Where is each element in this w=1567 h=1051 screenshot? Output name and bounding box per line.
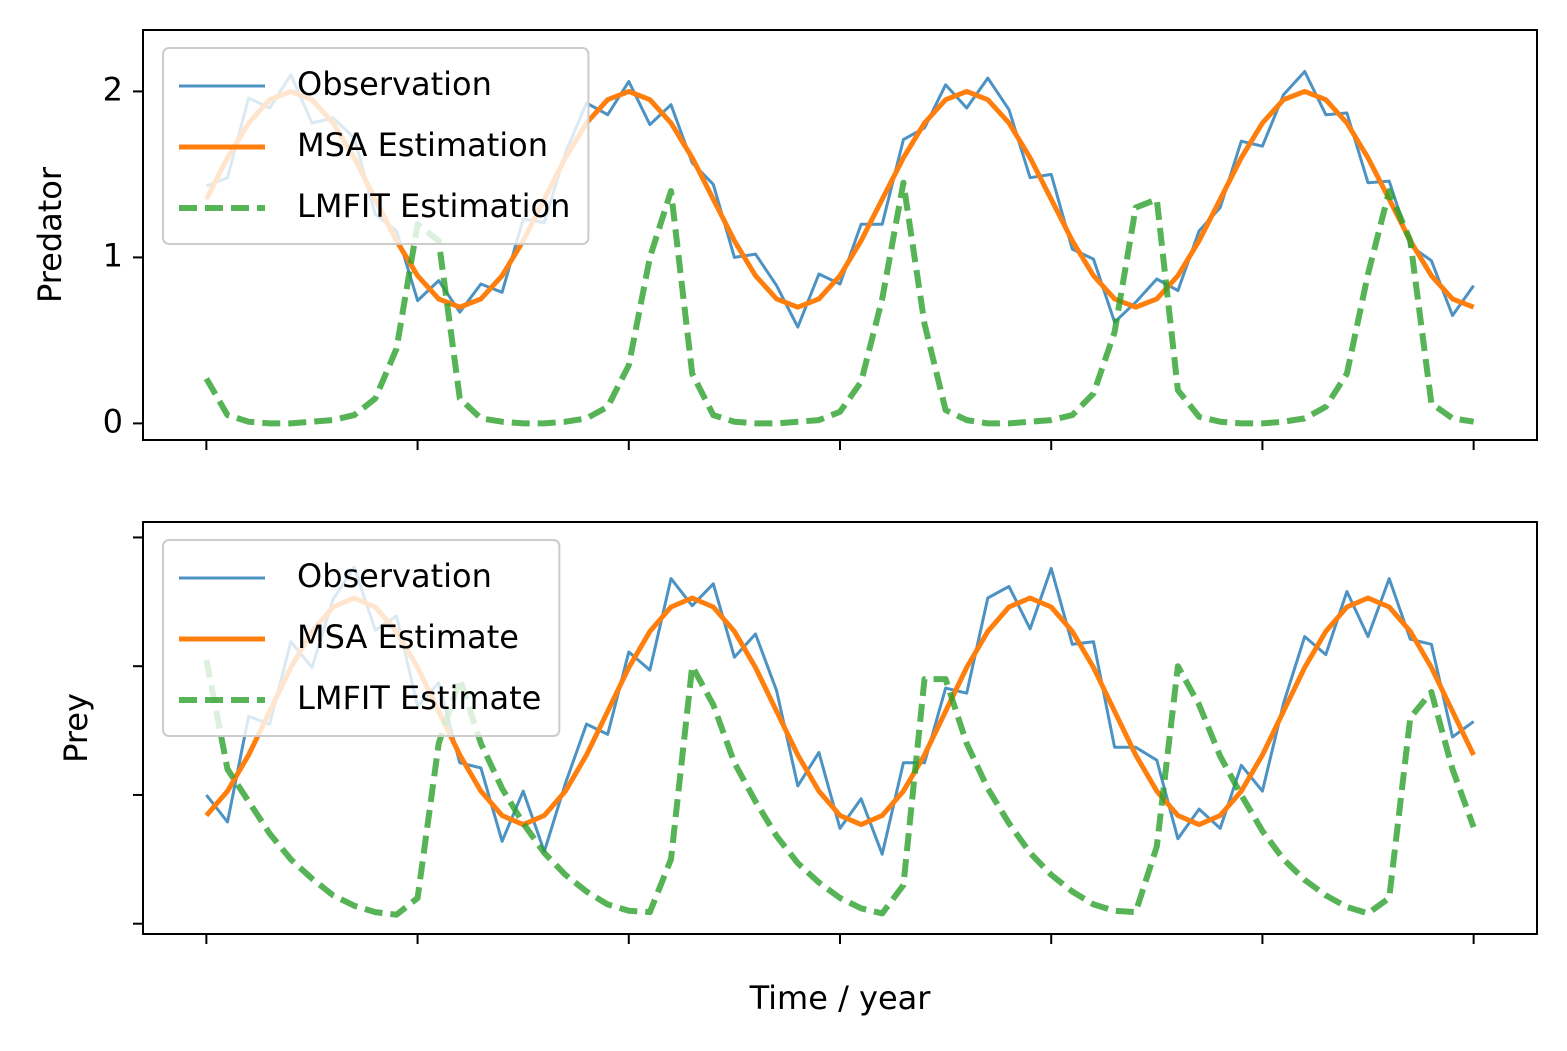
legend: Observation MSA Estimation LMFIT Estimatio… (162, 47, 590, 245)
legend-label: Observation (297, 557, 492, 595)
legend: Observation MSA Estimate LMFIT Estimate (162, 539, 561, 737)
y-tick-label: 0 (103, 402, 123, 440)
y-axis-label: Prey (57, 693, 95, 763)
legend-label: MSA Estimate (297, 618, 519, 656)
y-axis-label: Predator (31, 166, 69, 303)
series-line (205, 70, 1475, 329)
series-line (204, 88, 1475, 310)
y-tick-label: 1 (103, 236, 123, 274)
legend-box (162, 539, 561, 737)
legend-box (162, 47, 590, 245)
series-line (203, 659, 1477, 918)
y-tick-label: 2 (103, 70, 123, 108)
legend-label: MSA Estimation (297, 126, 548, 164)
legend-label: LMFIT Estimation (297, 187, 570, 225)
x-axis-label: Time / year (749, 979, 932, 1017)
legend-label: LMFIT Estimate (297, 679, 541, 717)
legend-label: Observation (297, 65, 492, 103)
